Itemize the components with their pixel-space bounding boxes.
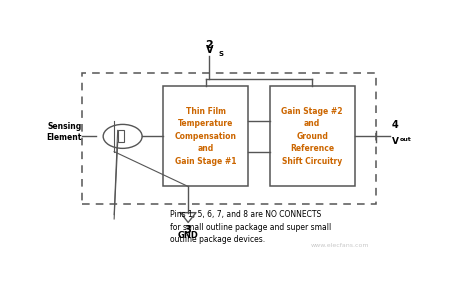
Bar bbox=[118, 130, 124, 142]
Text: S: S bbox=[218, 51, 223, 57]
Bar bbox=[270, 86, 355, 186]
Text: Sensing
Element: Sensing Element bbox=[47, 122, 82, 142]
Text: www.elecfans.com: www.elecfans.com bbox=[311, 243, 370, 248]
Bar bbox=[82, 73, 376, 204]
Text: 4: 4 bbox=[392, 120, 399, 130]
Text: 3: 3 bbox=[185, 225, 191, 235]
Circle shape bbox=[103, 125, 142, 148]
Text: V: V bbox=[392, 138, 399, 147]
Text: 2: 2 bbox=[206, 40, 213, 50]
Bar bbox=[164, 86, 249, 186]
Text: GND: GND bbox=[178, 231, 199, 240]
Text: Pins 1, 5, 6, 7, and 8 are NO CONNECTS
for small outline package and super small: Pins 1, 5, 6, 7, and 8 are NO CONNECTS f… bbox=[170, 211, 332, 245]
Text: Thin Film
Temperature
Compensation
and
Gain Stage #1: Thin Film Temperature Compensation and G… bbox=[175, 107, 237, 166]
Text: V: V bbox=[206, 45, 213, 55]
Text: Gain Stage #2
and
Ground
Reference
Shift Circuitry: Gain Stage #2 and Ground Reference Shift… bbox=[282, 107, 343, 166]
Text: out: out bbox=[400, 138, 412, 142]
